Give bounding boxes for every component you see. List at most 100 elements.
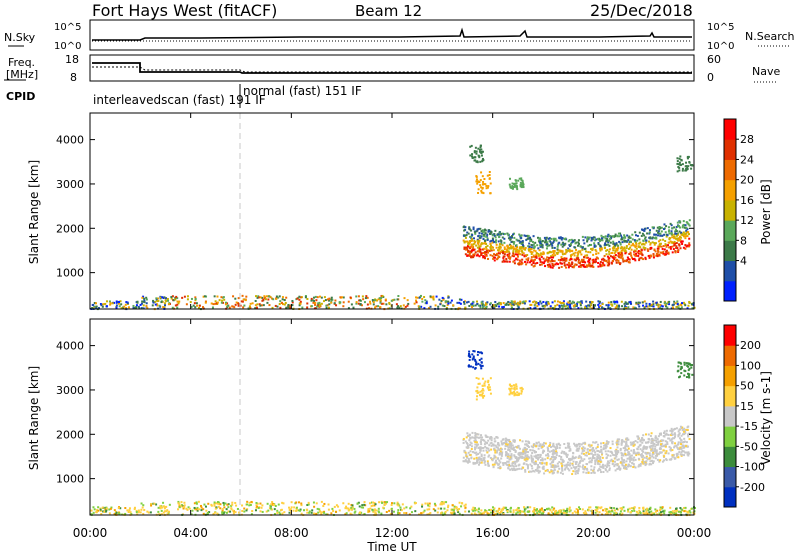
echo-cell	[418, 513, 421, 516]
echo-cell	[251, 510, 254, 513]
echo-cell	[679, 163, 682, 166]
echo-cell	[552, 263, 555, 266]
echo-cell	[375, 305, 378, 308]
echo-cell	[167, 512, 170, 515]
echo-cell	[504, 454, 507, 457]
echo-cell	[195, 502, 198, 505]
echo-cell	[548, 263, 551, 266]
echo-cell	[675, 507, 678, 510]
echo-cell	[504, 440, 507, 443]
echo-cell	[508, 247, 511, 250]
echo-cell	[189, 301, 192, 304]
echo-cell	[314, 303, 317, 306]
echo-cell	[576, 472, 579, 475]
echo-cell	[647, 452, 650, 455]
echo-cell	[227, 506, 230, 509]
echo-cell	[635, 243, 638, 246]
echo-cell	[556, 303, 559, 306]
echo-cell	[600, 466, 603, 469]
echo-cell	[288, 511, 291, 514]
echo-cell	[377, 507, 380, 510]
echo-cell	[520, 247, 523, 250]
echo-cell	[650, 449, 653, 452]
echo-cell	[636, 441, 639, 444]
echo-cell	[589, 506, 592, 509]
echo-cell	[511, 187, 514, 190]
echo-cell	[511, 392, 514, 395]
echo-cell	[588, 261, 591, 264]
echo-cell	[115, 301, 118, 304]
echo-cell	[615, 242, 618, 245]
echo-cell	[219, 503, 222, 506]
echo-cell	[380, 500, 383, 503]
echo-cell	[186, 295, 189, 298]
echo-cell	[486, 460, 489, 463]
echo-cell	[437, 507, 440, 510]
echo-cell	[533, 470, 536, 473]
echo-cell	[547, 448, 550, 451]
echo-cell	[597, 443, 600, 446]
echo-cell	[258, 296, 261, 299]
echo-cell	[476, 250, 479, 253]
echo-cell	[530, 464, 533, 467]
echo-cell	[668, 300, 671, 303]
echo-cell	[598, 463, 601, 466]
echo-cell	[388, 509, 391, 512]
echo-cell	[539, 244, 542, 247]
echo-cell	[477, 240, 480, 243]
echo-cell	[537, 513, 540, 516]
echo-cell	[577, 265, 580, 268]
echo-cell	[341, 296, 344, 299]
echo-cell	[509, 450, 512, 453]
echo-cell	[559, 510, 562, 513]
echo-cell	[626, 259, 629, 262]
echo-cell	[474, 146, 477, 149]
echo-cell	[596, 458, 599, 461]
echo-cell	[475, 390, 478, 393]
echo-cell	[474, 446, 477, 449]
echo-cell	[118, 300, 121, 303]
echo-cell	[678, 157, 681, 160]
echo-cell	[601, 264, 604, 267]
echo-cell	[623, 247, 626, 250]
echo-cell	[631, 233, 634, 236]
echo-cell	[652, 451, 655, 454]
echo-cell	[608, 469, 611, 472]
echo-cell	[570, 255, 573, 258]
echo-cell	[606, 237, 609, 240]
echo-cell	[634, 466, 637, 469]
ytick-label: 1000	[56, 473, 84, 486]
echo-cell	[487, 447, 490, 450]
echo-cell	[487, 388, 490, 391]
echo-cell	[677, 430, 680, 433]
echo-cell	[313, 296, 316, 299]
echo-cell	[462, 441, 465, 444]
echo-cell	[561, 472, 564, 475]
echo-cell	[574, 444, 577, 447]
echo-cell	[528, 300, 531, 303]
echo-cell	[589, 460, 592, 463]
echo-cell	[651, 444, 654, 447]
echo-cell	[602, 448, 605, 451]
echo-cell	[479, 184, 482, 187]
echo-cell	[530, 457, 533, 460]
echo-cell	[232, 295, 235, 298]
echo-cell	[640, 257, 643, 260]
echo-cell	[504, 462, 507, 465]
echo-cell	[195, 508, 198, 511]
echo-cell	[613, 454, 616, 457]
echo-cell	[671, 510, 674, 513]
echo-cell	[498, 248, 501, 251]
echo-cell	[281, 298, 284, 301]
echo-cell	[323, 300, 326, 303]
echo-cell	[529, 307, 532, 310]
echo-cell	[326, 513, 329, 516]
echo-cell	[487, 249, 490, 252]
echo-cell	[654, 454, 657, 457]
echo-cell	[117, 302, 120, 305]
echo-cell	[606, 239, 609, 242]
echo-cell	[557, 442, 560, 445]
echo-cell	[532, 446, 535, 449]
echo-cell	[561, 450, 564, 453]
echo-cell	[607, 441, 610, 444]
